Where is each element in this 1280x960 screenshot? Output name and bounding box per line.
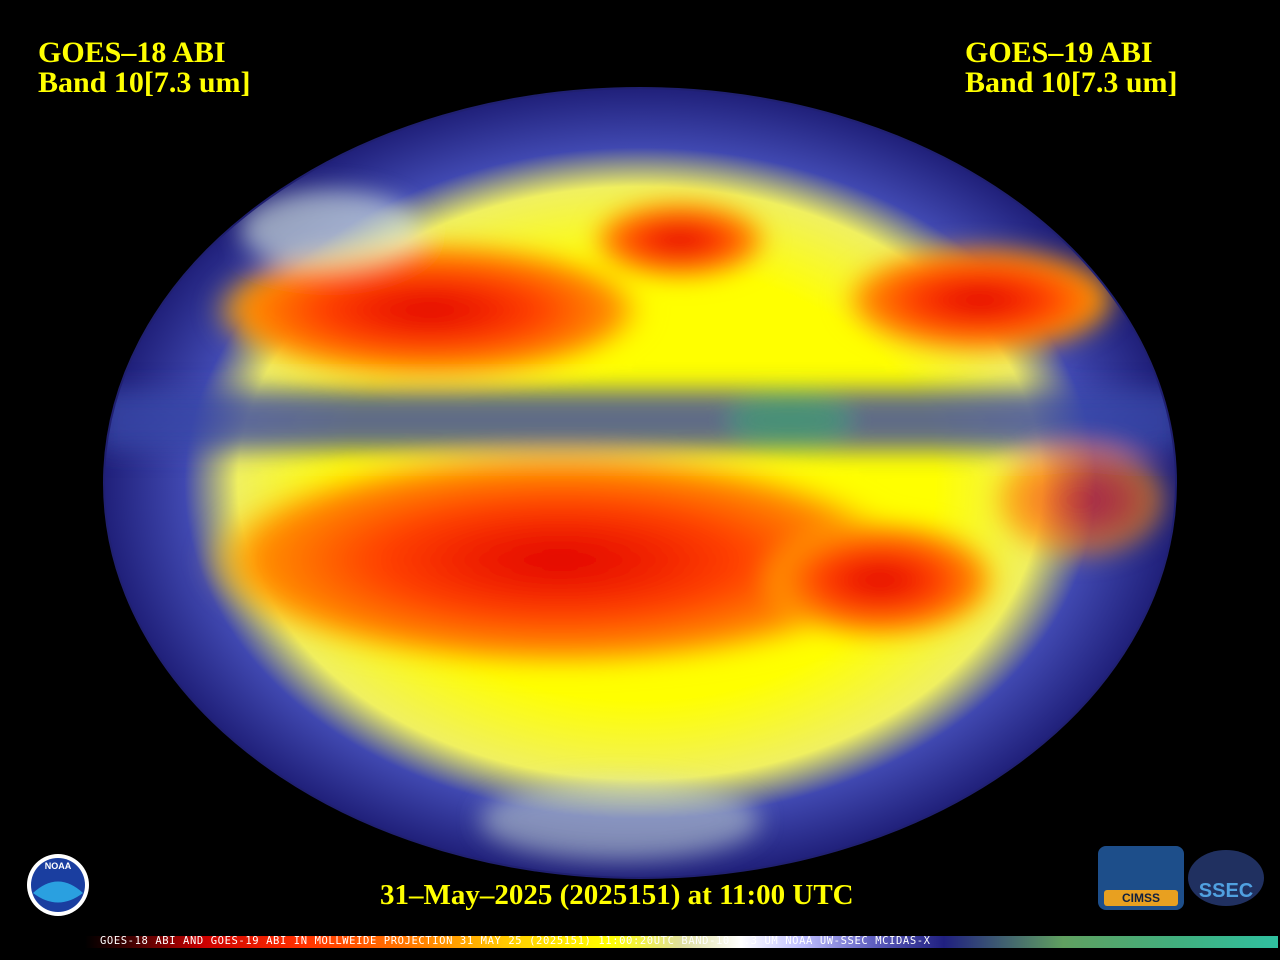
right-label-line2: Band 10[7.3 um] xyxy=(965,66,1178,99)
noaa-logo: NOAA xyxy=(27,854,89,916)
timestamp: 31–May–2025 (2025151) at 11:00 UTC xyxy=(380,879,854,911)
cimss-text: CIMSS xyxy=(1122,891,1160,905)
noaa-text: NOAA xyxy=(45,861,72,871)
left-label-line1: GOES–18 ABI xyxy=(38,36,226,69)
footer-text: GOES-18 ABI AND GOES-19 ABI IN MOLLWEIDE… xyxy=(100,935,931,947)
right-label-line1: GOES–19 ABI xyxy=(965,36,1153,69)
ssec-text: SSEC xyxy=(1199,880,1253,902)
right-label: GOES–19 ABI Band 10[7.3 um] xyxy=(965,38,1178,98)
color-bar xyxy=(85,936,1278,948)
left-label-line2: Band 10[7.3 um] xyxy=(38,66,251,99)
left-label: GOES–18 ABI Band 10[7.3 um] xyxy=(38,38,251,98)
ssec-logo: SSEC xyxy=(1188,850,1264,906)
cimss-logo: CIMSS xyxy=(1098,846,1184,910)
